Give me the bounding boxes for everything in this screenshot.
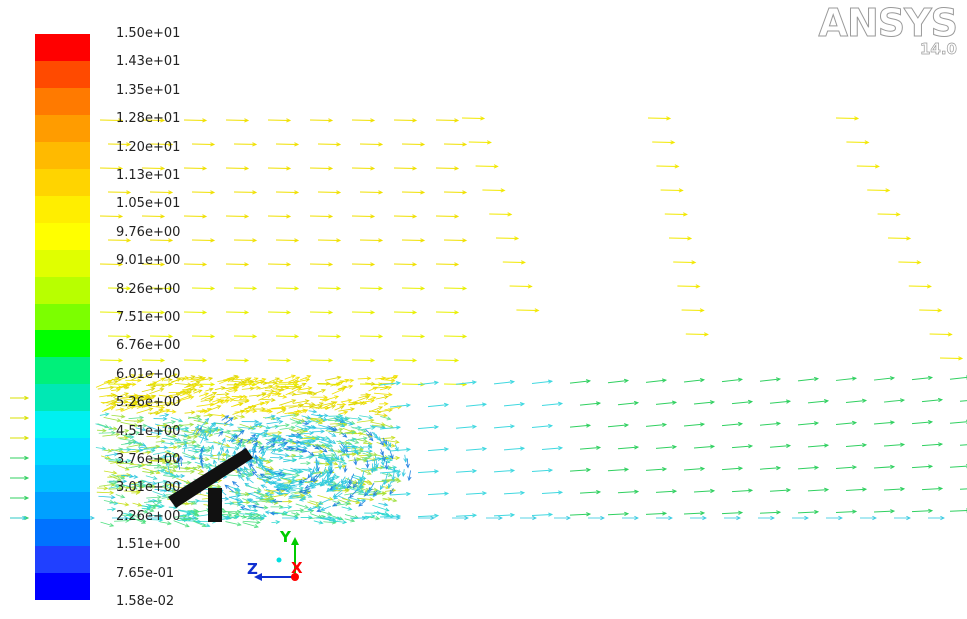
- legend-label: 3.76e+00: [116, 452, 181, 467]
- legend-band: [35, 546, 90, 574]
- legend-label: 9.01e+00: [116, 253, 181, 269]
- logo-version: 14.0: [919, 40, 958, 59]
- legend-label: 7.65e-01: [116, 565, 175, 581]
- legend-band: [35, 330, 90, 358]
- legend-label: 6.01e+00: [116, 366, 181, 382]
- legend-band: [35, 492, 90, 520]
- legend-band: [35, 249, 90, 277]
- legend-label: 1.20e+01: [116, 139, 181, 155]
- legend-band: [35, 357, 90, 385]
- legend-band: [35, 573, 90, 601]
- legend-label: 6.76e+00: [116, 338, 181, 354]
- ansys-logo: ANSYS 14.0: [818, 1, 958, 59]
- legend-band: [35, 519, 90, 547]
- legend-band: [35, 195, 90, 223]
- legend-label: 1.13e+01: [116, 168, 181, 183]
- axis-triad: Y Z X: [247, 528, 303, 581]
- legend-band: [35, 438, 90, 466]
- legend-label: 9.76e+00: [116, 224, 181, 240]
- x-axis-dot: [291, 573, 299, 581]
- legend-label: 1.35e+01: [116, 82, 181, 98]
- legend-label: 4.51e+00: [116, 423, 181, 439]
- logo-wordmark: ANSYS: [818, 1, 958, 45]
- legend-label: 1.51e+00: [116, 537, 181, 553]
- y-axis-label: Y: [279, 528, 292, 546]
- legend-band: [35, 87, 90, 115]
- y-axis-arrow: [291, 537, 299, 545]
- legend-label: 1.05e+01: [116, 196, 181, 212]
- legend-label: 2.26e+00: [116, 508, 181, 524]
- legend-band: [35, 411, 90, 439]
- legend-band: [35, 384, 90, 412]
- z-axis-label: Z: [247, 560, 258, 578]
- legend-label: 1.58e-02: [116, 594, 175, 609]
- legend-band: [35, 60, 90, 88]
- legend-label: 8.26e+00: [116, 281, 181, 297]
- legend-band: [35, 168, 90, 196]
- legend-band: [35, 114, 90, 142]
- color-legend-bar: [35, 34, 90, 601]
- x-axis-label: X: [291, 559, 303, 577]
- legend-label: 1.28e+01: [116, 111, 181, 127]
- legend-band: [35, 141, 90, 169]
- legend-label: 1.43e+01: [116, 54, 181, 70]
- support-post: [208, 488, 222, 522]
- legend-label: 1.50e+01: [116, 26, 181, 41]
- legend-label: 7.51e+00: [116, 310, 181, 325]
- legend-band: [35, 465, 90, 493]
- legend-band: [35, 276, 90, 304]
- legend-band: [35, 34, 90, 61]
- legend-label: 5.26e+00: [116, 395, 181, 411]
- z-axis-arrow: [254, 573, 262, 581]
- triad-origin-dot: [276, 557, 282, 563]
- inclined-plate: [168, 448, 253, 508]
- legend-band: [35, 303, 90, 331]
- legend-band: [35, 222, 90, 250]
- legend-label: 3.01e+00: [116, 480, 181, 496]
